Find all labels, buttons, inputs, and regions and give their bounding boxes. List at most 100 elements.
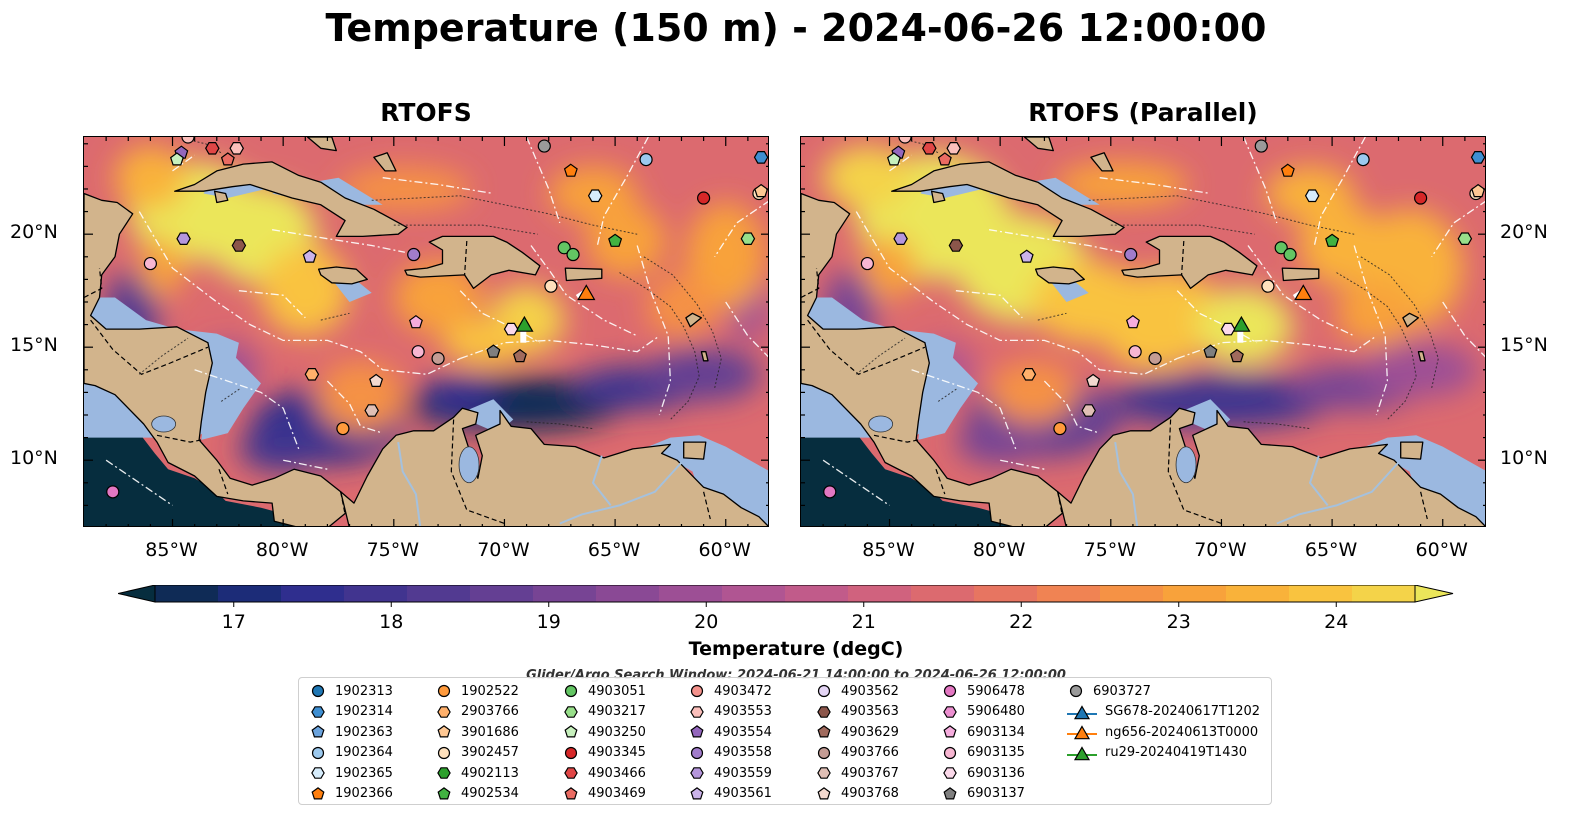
argo-float-marker[interactable] bbox=[1148, 351, 1162, 366]
argo-float-marker[interactable] bbox=[587, 189, 603, 203]
argo-float-marker[interactable] bbox=[231, 239, 247, 252]
argo-float-marker[interactable] bbox=[106, 485, 120, 499]
argo-float-marker[interactable] bbox=[1220, 322, 1236, 336]
argo-float-marker[interactable] bbox=[946, 141, 961, 155]
argo-float-marker[interactable] bbox=[639, 153, 653, 167]
argo-float-marker[interactable] bbox=[1086, 373, 1101, 387]
argo-float-marker[interactable] bbox=[740, 232, 756, 246]
argo-float-marker[interactable] bbox=[1254, 139, 1268, 153]
argo-float-marker[interactable] bbox=[1021, 368, 1037, 381]
argo-markers bbox=[106, 137, 768, 499]
argo-float-marker[interactable] bbox=[1128, 345, 1142, 359]
argo-float-marker[interactable] bbox=[143, 256, 157, 271]
legend-label: 6903134 bbox=[967, 724, 1025, 740]
land-south-america bbox=[340, 407, 768, 526]
argo-float-marker[interactable] bbox=[537, 139, 551, 153]
colorbar-label: Temperature (degC) bbox=[688, 638, 904, 660]
legend-item: 1902314 bbox=[309, 702, 393, 722]
land-south-america bbox=[1057, 407, 1485, 526]
colorbar-segment bbox=[533, 585, 597, 602]
land-bahamas bbox=[1090, 152, 1114, 172]
argo-float-marker[interactable] bbox=[408, 314, 423, 329]
argo-float-marker[interactable] bbox=[1414, 191, 1428, 205]
map-panel-rtofs-parallel[interactable] bbox=[800, 136, 1486, 527]
lat-tick-label-left: 20°N bbox=[10, 221, 58, 244]
lon-tick-label: 65°W bbox=[1304, 539, 1358, 561]
argo-float-marker[interactable] bbox=[431, 351, 445, 366]
argo-float-marker[interactable] bbox=[411, 345, 425, 359]
argo-float-marker[interactable] bbox=[1470, 151, 1485, 164]
argo-float-marker[interactable] bbox=[486, 344, 501, 358]
argo-float-marker[interactable] bbox=[948, 239, 964, 252]
argo-float-marker[interactable] bbox=[1229, 348, 1244, 363]
land-masses bbox=[801, 137, 1485, 526]
legend-item: 4903466 bbox=[562, 763, 646, 783]
argo-float-marker[interactable] bbox=[302, 249, 317, 263]
map-panel-rtofs[interactable] bbox=[83, 136, 769, 527]
legend-item: 4902113 bbox=[435, 763, 519, 783]
argo-float-marker[interactable] bbox=[1457, 232, 1473, 246]
colorbar-segment bbox=[785, 585, 849, 602]
legend-item: 1902313 bbox=[309, 681, 393, 701]
colorbar-segment bbox=[1037, 585, 1101, 602]
argo-float-marker[interactable] bbox=[229, 141, 244, 155]
argo-float-marker[interactable] bbox=[544, 279, 558, 293]
argo-float-marker[interactable] bbox=[886, 152, 901, 166]
argo-float-marker[interactable] bbox=[1203, 344, 1218, 358]
argo-float-marker[interactable] bbox=[1019, 249, 1034, 263]
argo-float-marker[interactable] bbox=[697, 191, 711, 205]
hexagon-icon bbox=[690, 767, 704, 779]
argo-float-marker[interactable] bbox=[566, 247, 580, 262]
argo-float-marker[interactable] bbox=[1125, 314, 1140, 329]
circle-icon bbox=[311, 746, 325, 759]
pentagon-icon bbox=[437, 725, 451, 738]
pentagon-icon bbox=[690, 725, 704, 738]
glider-marker[interactable] bbox=[515, 315, 534, 332]
argo-float-marker[interactable] bbox=[205, 141, 220, 155]
argo-float-marker[interactable] bbox=[1283, 247, 1297, 262]
argo-float-marker[interactable] bbox=[169, 152, 184, 166]
argo-float-marker[interactable] bbox=[557, 241, 571, 255]
legend-label: 4903766 bbox=[841, 745, 899, 760]
argo-float-marker[interactable] bbox=[1261, 279, 1275, 293]
argo-float-marker[interactable] bbox=[1356, 153, 1370, 167]
argo-float-marker[interactable] bbox=[220, 152, 235, 166]
argo-float-marker[interactable] bbox=[753, 151, 768, 164]
glider-marker[interactable] bbox=[1294, 284, 1313, 301]
argo-float-marker[interactable] bbox=[369, 373, 384, 387]
argo-float-marker[interactable] bbox=[1124, 247, 1138, 262]
argo-float-marker[interactable] bbox=[608, 233, 623, 247]
argo-float-marker[interactable] bbox=[893, 232, 908, 246]
argo-float-marker[interactable] bbox=[898, 137, 912, 144]
argo-float-marker[interactable] bbox=[1274, 241, 1288, 255]
argo-float-marker[interactable] bbox=[563, 163, 578, 177]
argo-float-marker[interactable] bbox=[1304, 189, 1320, 203]
colorbar-tick-label: 21 bbox=[852, 611, 876, 633]
colorbar-svg: 17 18 19 20 21 22 23 24 bbox=[117, 584, 1454, 633]
argo-float-marker[interactable] bbox=[176, 232, 191, 246]
argo-float-marker[interactable] bbox=[304, 368, 320, 381]
legend-label: 4903553 bbox=[714, 704, 772, 719]
argo-float-marker[interactable] bbox=[1053, 421, 1067, 436]
argo-float-marker[interactable] bbox=[937, 152, 952, 166]
argo-float-marker[interactable] bbox=[503, 322, 519, 336]
argo-float-marker[interactable] bbox=[512, 348, 527, 363]
argo-float-marker[interactable] bbox=[1081, 404, 1096, 417]
glider-marker[interactable] bbox=[577, 284, 596, 301]
argo-float-marker[interactable] bbox=[364, 404, 379, 417]
glider-marker[interactable] bbox=[1232, 315, 1251, 332]
colorbar-segment bbox=[722, 585, 786, 602]
rtofs-map-svg bbox=[84, 137, 768, 526]
argo-float-marker[interactable] bbox=[181, 137, 195, 144]
legend-label: 4903469 bbox=[588, 786, 646, 801]
argo-float-marker[interactable] bbox=[336, 421, 350, 436]
land-isla-juventud bbox=[930, 190, 946, 204]
argo-float-marker[interactable] bbox=[922, 141, 937, 155]
argo-float-marker[interactable] bbox=[1325, 233, 1340, 247]
argo-float-marker[interactable] bbox=[860, 256, 874, 271]
argo-float-marker[interactable] bbox=[1280, 163, 1295, 177]
legend-label: 1902313 bbox=[335, 683, 393, 699]
argo-float-marker[interactable] bbox=[823, 485, 837, 499]
land-lesser-antilles-2 bbox=[1417, 351, 1426, 362]
argo-float-marker[interactable] bbox=[407, 247, 421, 262]
